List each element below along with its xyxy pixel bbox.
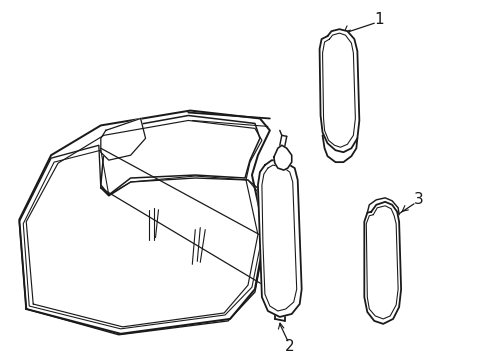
Polygon shape — [19, 145, 265, 335]
Polygon shape — [365, 202, 401, 324]
Polygon shape — [274, 145, 292, 170]
Polygon shape — [101, 116, 260, 195]
Polygon shape — [19, 111, 270, 334]
Text: 2: 2 — [285, 339, 294, 354]
Text: 1: 1 — [374, 12, 384, 27]
Polygon shape — [319, 29, 359, 152]
Text: 3: 3 — [414, 192, 424, 207]
Polygon shape — [101, 118, 146, 160]
Polygon shape — [258, 160, 302, 317]
